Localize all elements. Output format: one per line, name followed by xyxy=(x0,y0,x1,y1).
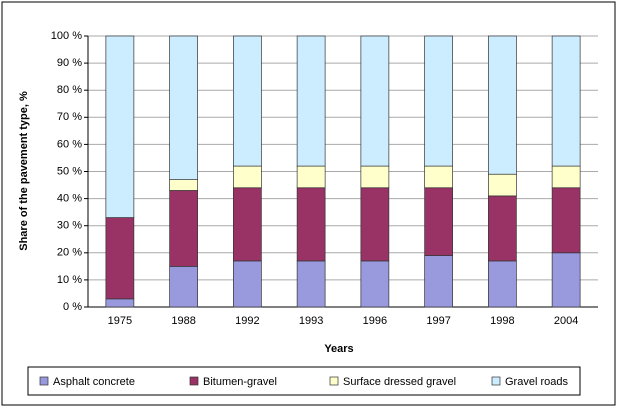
bar-segment xyxy=(488,195,517,262)
bar-segment xyxy=(424,255,453,308)
bar-segment xyxy=(360,187,390,262)
legend-swatch xyxy=(39,376,49,386)
y-tick-label: 40 % xyxy=(57,193,82,205)
y-tick-label: 60 % xyxy=(57,138,82,150)
x-tick-label: 1993 xyxy=(299,315,323,327)
y-axis-label: Share of the pavement type, % xyxy=(18,91,30,251)
y-tick-label: 70 % xyxy=(57,111,82,123)
x-tick-label: 1997 xyxy=(426,315,450,327)
bar-segment xyxy=(169,190,198,267)
bar-segment xyxy=(488,173,517,197)
x-axis-label: Years xyxy=(324,343,353,355)
bar-segment xyxy=(233,260,262,308)
x-tick-label: 1975 xyxy=(108,315,132,327)
bar-segment xyxy=(488,260,517,308)
bar-segment xyxy=(360,260,390,308)
bar-segment xyxy=(169,35,198,180)
legend-label: Bitumen-gravel xyxy=(203,376,277,388)
bar-segment xyxy=(424,165,453,189)
legend-box xyxy=(27,366,581,396)
bar-segment xyxy=(105,217,135,300)
bar-segment xyxy=(551,165,581,189)
bar-segment xyxy=(296,187,326,262)
x-tick-label: 2004 xyxy=(554,315,578,327)
bar-segment xyxy=(296,35,326,167)
x-tick-label: 1998 xyxy=(490,315,514,327)
y-tick-label: 50 % xyxy=(57,165,82,177)
y-tick-label: 80 % xyxy=(57,84,82,96)
bar-segment xyxy=(424,35,453,167)
legend-label: Gravel roads xyxy=(505,376,568,388)
bar-segment xyxy=(233,165,262,189)
y-tick-label: 90 % xyxy=(57,57,82,69)
legend-swatch xyxy=(329,376,339,386)
legend-label: Surface dressed gravel xyxy=(343,376,456,388)
bar-segment xyxy=(233,35,262,167)
bar-segment xyxy=(233,187,262,262)
bar-segment xyxy=(551,35,581,167)
bar-segment xyxy=(169,266,198,308)
bar-segment xyxy=(488,35,517,175)
legend-label: Asphalt concrete xyxy=(53,376,135,388)
y-tick-label: 10 % xyxy=(57,274,82,286)
bar-segment xyxy=(360,35,390,167)
legend-swatch xyxy=(491,376,501,386)
bar-segment xyxy=(296,260,326,308)
y-tick-label: 20 % xyxy=(57,247,82,259)
y-tick-label: 100 % xyxy=(51,30,82,42)
bar-segment xyxy=(360,165,390,189)
y-tick-label: 30 % xyxy=(57,220,82,232)
bar-segment xyxy=(551,187,581,254)
x-tick-label: 1992 xyxy=(235,315,259,327)
bar-segment xyxy=(551,252,581,308)
legend-swatch xyxy=(189,376,199,386)
bar-segment xyxy=(169,179,198,191)
bar-segment xyxy=(424,187,453,256)
x-tick-label: 1988 xyxy=(171,315,195,327)
y-tick-label: 0 % xyxy=(63,301,82,313)
bar-segment xyxy=(296,165,326,189)
bar-segment xyxy=(105,35,135,218)
x-tick-label: 1996 xyxy=(363,315,387,327)
bar-segment xyxy=(105,298,135,308)
